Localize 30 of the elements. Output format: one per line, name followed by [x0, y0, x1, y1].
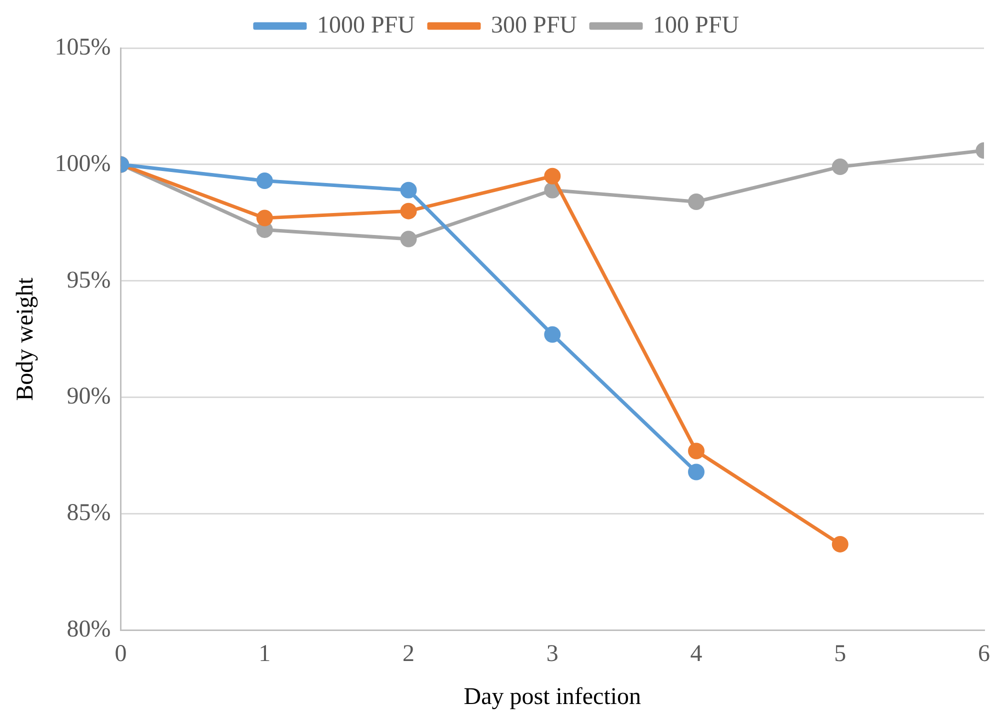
point — [688, 464, 705, 480]
x-tick-label: 6 — [978, 641, 990, 668]
point — [688, 442, 705, 460]
point — [256, 172, 273, 190]
y-tick-label: 100% — [54, 150, 111, 177]
point — [688, 194, 705, 210]
y-axis-title: Body weight — [12, 277, 39, 401]
y-tick-label: 105% — [54, 34, 111, 60]
x-tick-label: 0 — [114, 641, 127, 668]
legend-label: 1000 PFU — [316, 12, 415, 38]
point — [544, 168, 561, 184]
x-tick-label: 3 — [546, 641, 558, 668]
y-tick-label: 80% — [66, 616, 111, 643]
point — [400, 230, 417, 248]
x-tick-label: 4 — [690, 641, 702, 668]
point — [400, 182, 417, 198]
point — [544, 326, 561, 343]
point — [256, 210, 273, 226]
x-tick-label: 1 — [258, 641, 271, 668]
point — [832, 158, 848, 176]
x-tick-label: 5 — [834, 641, 846, 668]
point — [832, 536, 848, 552]
y-tick-label: 90% — [66, 384, 111, 410]
point — [400, 202, 417, 220]
legend-label: 300 PFU — [490, 12, 578, 38]
y-tick-label: 95% — [66, 267, 111, 294]
y-tick-label: 85% — [66, 500, 111, 526]
legend-label: 100 PFU — [653, 12, 740, 38]
x-axis-title: Day post infection — [464, 684, 642, 710]
x-tick-label: 2 — [402, 641, 415, 668]
